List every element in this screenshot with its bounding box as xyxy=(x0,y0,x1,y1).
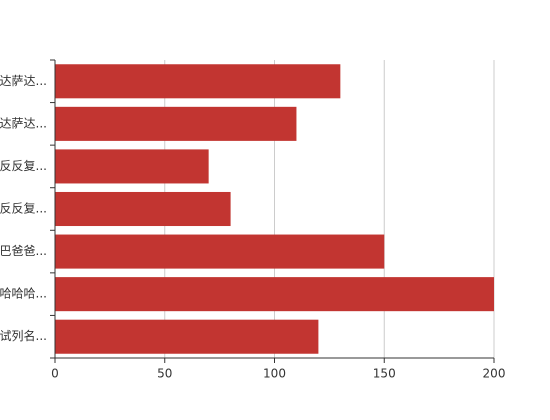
y-tick-label: 反反复... xyxy=(0,202,47,216)
bar xyxy=(55,191,231,227)
y-tick-label: 达萨达... xyxy=(0,116,47,130)
bar xyxy=(55,234,385,269)
x-tick-label: 100 xyxy=(263,367,286,381)
y-tick-label: 巴爸爸... xyxy=(0,244,47,258)
x-tick-label: 0 xyxy=(51,367,59,381)
x-tick-label: 50 xyxy=(157,367,172,381)
bar xyxy=(55,149,209,184)
bar xyxy=(55,277,494,312)
x-tick-label: 150 xyxy=(373,367,396,381)
bar xyxy=(55,319,319,354)
bar xyxy=(55,106,297,141)
y-tick-label: 达萨达... xyxy=(0,74,47,88)
x-tick-label: 200 xyxy=(483,367,506,381)
y-tick-label: 哈哈哈... xyxy=(0,287,47,301)
y-tick-label: 试列名... xyxy=(0,328,47,343)
bar xyxy=(55,64,341,99)
y-tick-label: 反反复... xyxy=(0,159,47,173)
